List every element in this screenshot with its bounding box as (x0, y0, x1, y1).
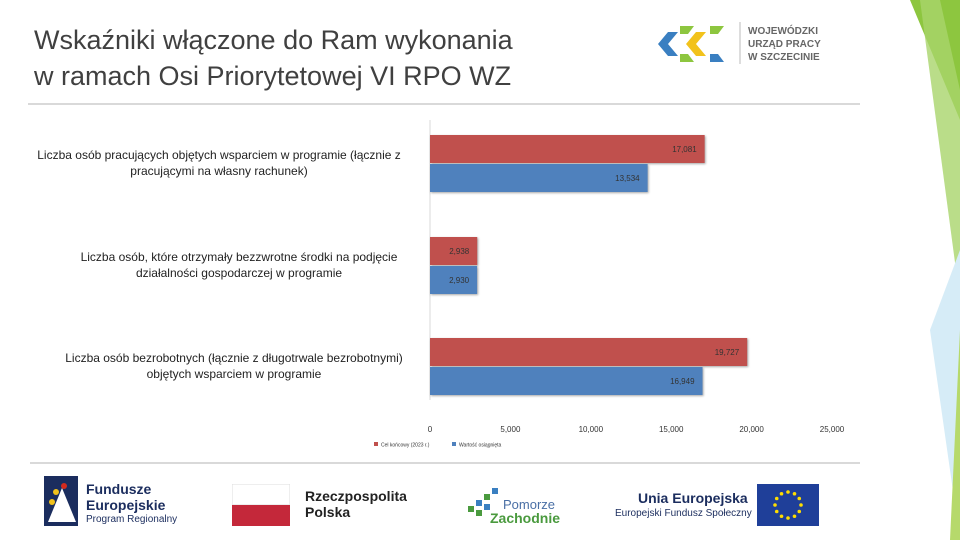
pz-line-1: Pomorze (503, 497, 556, 512)
rp-title-line-1: Rzeczpospolita (305, 488, 407, 504)
fe-title: Fundusze Europejskie (86, 481, 165, 513)
legend-swatch (374, 442, 378, 446)
bar-target (430, 135, 705, 163)
footer-divider (30, 462, 860, 464)
category-label-line: Liczba osób, które otrzymały bezzwrotne … (80, 250, 398, 264)
data-label: 16,949 (670, 377, 695, 386)
category-label: Liczba osób, które otrzymały bezzwrotne … (54, 249, 424, 281)
wup-logo-mark (658, 26, 724, 62)
eu-star-icon (786, 516, 790, 520)
title-line-1: Wskaźniki włączone do Ram wykonania (34, 25, 513, 55)
wup-logo-line-1: WOJEWÓDZKI (748, 24, 818, 37)
x-tick-label: 15,000 (659, 425, 684, 434)
rp-title-line-2: Polska (305, 504, 351, 520)
data-label: 19,727 (715, 348, 740, 357)
x-tick-label: 5,000 (500, 425, 521, 434)
eu-star-icon (779, 491, 784, 496)
category-label-line: pracującymi na własny rachunek) (130, 164, 308, 178)
title-divider (28, 103, 860, 105)
x-tick-label: 25,000 (820, 425, 845, 434)
eu-star-icon (786, 490, 790, 494)
decorative-edge-shapes (910, 0, 960, 540)
eu-star-icon (792, 514, 797, 519)
category-label-line: działalności gospodarczej w programie (135, 266, 343, 280)
wup-logo-line-2: URZĄD PRACY (748, 39, 821, 50)
pz-line-2: Zachodnie (490, 510, 561, 526)
x-tick-label: 10,000 (579, 425, 604, 434)
eu-star-icon (773, 503, 777, 507)
eu-star-icon (779, 514, 784, 519)
bar-chart: Liczba osób pracujących objętych wsparci… (0, 110, 860, 460)
bar-target (430, 237, 478, 265)
eu-star-icon (774, 496, 779, 501)
data-label: 2,938 (449, 247, 470, 256)
x-tick-label: 0 (428, 425, 433, 434)
bar-achieved (430, 266, 478, 294)
eu-star-icon (797, 509, 802, 514)
category-label: Liczba osób pracujących objętych wsparci… (14, 147, 424, 179)
eu-star-icon (774, 509, 779, 514)
eu-star-icon (792, 491, 797, 496)
bar-achieved (430, 164, 648, 192)
category-label: Liczba osób bezrobotnych (łącznie z dług… (44, 350, 424, 382)
data-label: 17,081 (672, 145, 697, 154)
polish-flag-icon (232, 484, 290, 526)
rp-title: Rzeczpospolita Polska (305, 488, 407, 520)
wup-logo-line-3: W SZCZECINIE (748, 52, 820, 63)
eu-flag-icon (757, 484, 819, 526)
pomorze-zachodnie-logo (468, 488, 498, 516)
eu-star-icon (797, 496, 802, 501)
fundusze-europejskie-logo (44, 476, 78, 526)
wup-logo: WOJEWÓDZKI URZĄD PRACY W SZCZECINIE (658, 22, 821, 64)
page-title: Wskaźniki włączone do Ram wykonania w ra… (34, 22, 594, 94)
data-label: 2,930 (449, 276, 470, 285)
fe-subtitle: Program Regionalny (86, 514, 178, 525)
x-tick-label: 20,000 (739, 425, 764, 434)
legend-swatch (452, 442, 456, 446)
fe-title-line-1: Fundusze (86, 481, 152, 497)
category-label-line: objętych wsparciem w programie (146, 367, 322, 381)
title-line-2: w ramach Osi Priorytetowej VI RPO WZ (34, 61, 512, 91)
category-label-line: Liczba osób bezrobotnych (łącznie z dług… (65, 351, 403, 365)
data-label: 13,534 (615, 174, 640, 183)
ue-subtitle: Europejski Fundusz Społeczny (615, 508, 752, 519)
eu-star-icon (799, 503, 803, 507)
ue-title: Unia Europejska (638, 490, 748, 506)
chart-plot: 17,081 13,534 2,938 2,930 19,727 16,949 0 5,000… (374, 120, 845, 449)
bar-achieved (430, 367, 703, 395)
fe-title-line-2: Europejskie (86, 497, 166, 513)
category-label-line: Liczba osób pracujących objętych wsparci… (37, 148, 401, 162)
bar-target (430, 338, 748, 366)
legend-label: Cel końcowy (2023 r.) (381, 443, 430, 449)
legend-label: Wartość osiągnięta (459, 443, 502, 449)
